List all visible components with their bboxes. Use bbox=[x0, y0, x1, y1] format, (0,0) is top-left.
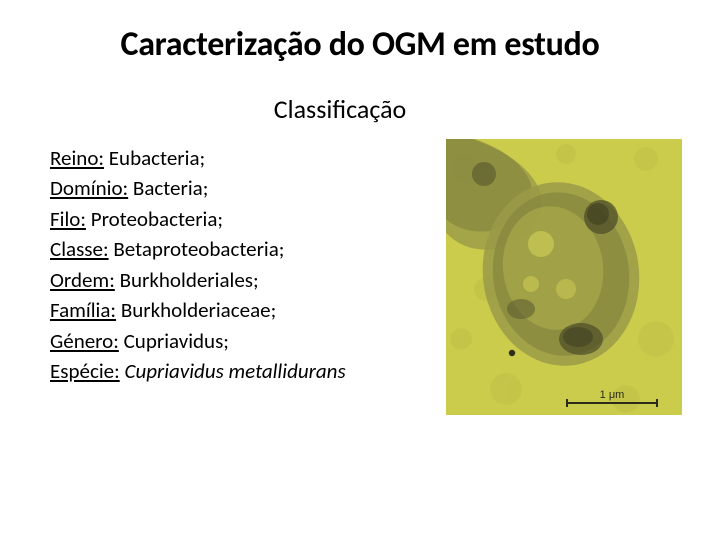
taxonomy-line: Família: Burkholderiaceae; bbox=[50, 295, 346, 325]
scale-bar-line bbox=[566, 402, 658, 404]
micrograph-svg bbox=[446, 139, 682, 415]
taxonomy-line: Filo: Proteobacteria; bbox=[50, 204, 346, 234]
taxonomy-value: Cupriavidus metallidurans bbox=[124, 358, 345, 384]
taxonomy-list: Reino: Eubacteria;Domínio: Bacteria;Filo… bbox=[46, 143, 346, 387]
taxonomy-value: Eubacteria; bbox=[109, 145, 205, 171]
scale-label: 1 μm bbox=[600, 389, 625, 401]
taxonomy-label: Género: bbox=[50, 328, 119, 354]
taxonomy-line: Ordem: Burkholderiales; bbox=[50, 265, 346, 295]
micrograph-image: 1 μm bbox=[446, 139, 682, 415]
taxonomy-label: Filo: bbox=[50, 206, 86, 232]
taxonomy-label: Espécie: bbox=[50, 358, 120, 384]
taxonomy-value: Proteobacteria; bbox=[91, 206, 223, 232]
taxonomy-line: Espécie: Cupriavidus metallidurans bbox=[50, 356, 346, 386]
taxonomy-line: Classe: Betaproteobacteria; bbox=[50, 234, 346, 264]
taxonomy-label: Família: bbox=[50, 297, 116, 323]
taxonomy-line: Género: Cupriavidus; bbox=[50, 326, 346, 356]
taxonomy-value: Cupriavidus; bbox=[124, 328, 229, 354]
image-container: 1 μm bbox=[446, 139, 682, 415]
taxonomy-value: Burkholderiales; bbox=[120, 267, 259, 293]
taxonomy-label: Ordem: bbox=[50, 267, 115, 293]
taxonomy-value: Burkholderiaceae; bbox=[121, 297, 276, 323]
taxonomy-label: Reino: bbox=[50, 145, 104, 171]
slide: Caracterização do OGM em estudo Classifi… bbox=[0, 0, 720, 540]
taxonomy-label: Classe: bbox=[50, 236, 109, 262]
subtitle: Classificação bbox=[6, 93, 674, 125]
taxonomy-line: Domínio: Bacteria; bbox=[50, 173, 346, 203]
content-row: Reino: Eubacteria;Domínio: Bacteria;Filo… bbox=[46, 143, 674, 415]
taxonomy-value: Bacteria; bbox=[133, 175, 208, 201]
taxonomy-label: Domínio: bbox=[50, 175, 128, 201]
taxonomy-line: Reino: Eubacteria; bbox=[50, 143, 346, 173]
taxonomy-value: Betaproteobacteria; bbox=[113, 236, 284, 262]
page-title: Caracterização do OGM em estudo bbox=[46, 24, 674, 65]
scale-bar: 1 μm bbox=[566, 389, 658, 404]
